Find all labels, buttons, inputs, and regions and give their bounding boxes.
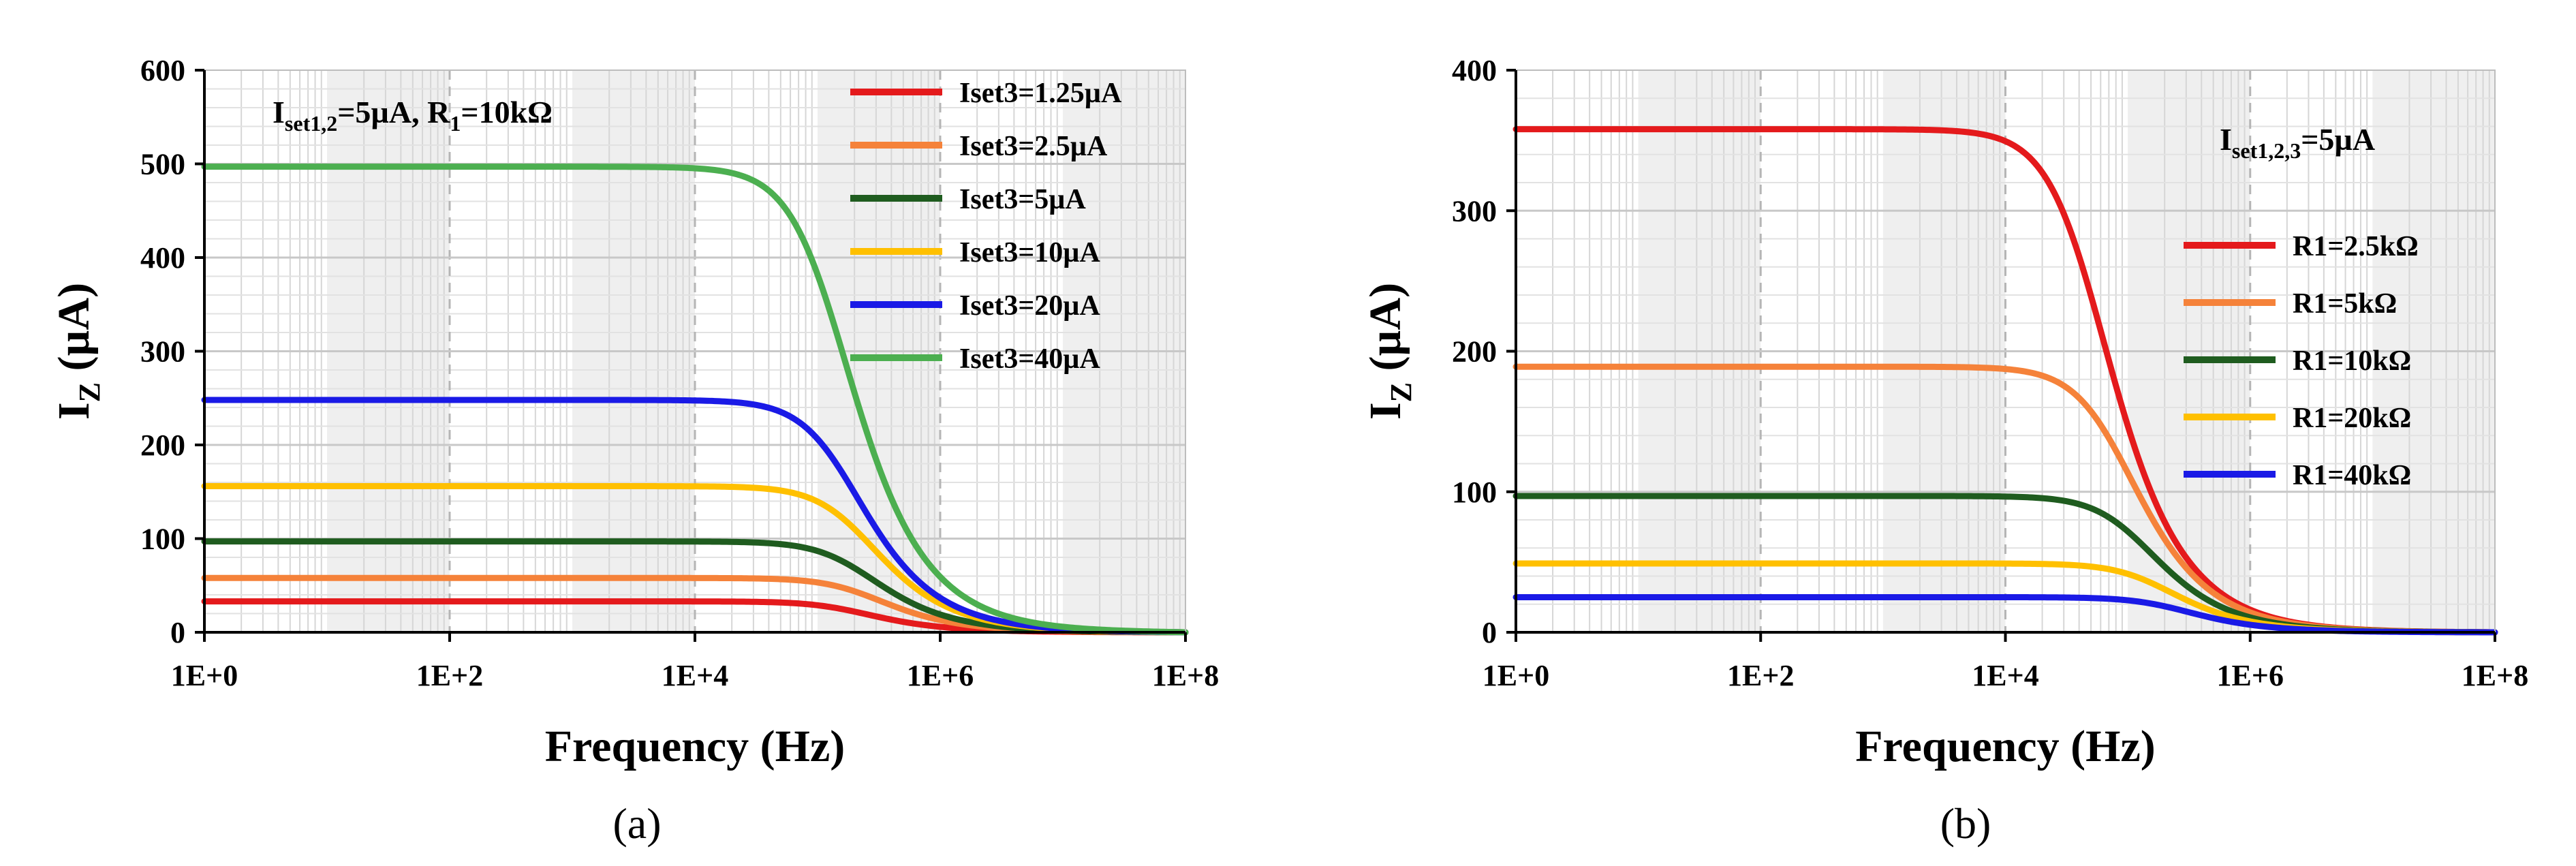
x-tick-label: 1E+8 [1152, 659, 1219, 692]
x-tick-label: 1E+4 [662, 659, 728, 692]
chart-panel-a: 0 100 200 300 400 500 600 1E+0 1E+2 1E+4 1E+6 1E+8 F… [49, 54, 1219, 848]
annotation-part: =5µA [2301, 122, 2375, 157]
x-axis-title: Frequency (Hz) [1855, 722, 2156, 771]
y-tick-label: 200 [140, 429, 185, 462]
annotation-subscript: set1,2 [285, 111, 337, 136]
y-axis-title-main: I [1361, 402, 1410, 420]
y-tick-label: 600 [140, 54, 185, 87]
legend-label-5: Iset3=40µA [959, 343, 1100, 375]
series-line-4 [201, 397, 1189, 636]
y-axis-title: IZ (µA) [49, 283, 106, 420]
legend-label-2: Iset3=5µA [959, 184, 1086, 215]
y-tick-label: 400 [140, 241, 185, 275]
legend-label-3: Iset3=10µA [959, 237, 1100, 268]
y-axis-title-unit: (µA) [1361, 283, 1410, 382]
y-tick-label: 400 [1452, 54, 1497, 87]
annotation-subscript: set1,2,3 [2232, 138, 2301, 163]
x-tick-label: 1E+2 [1727, 659, 1794, 692]
series-line-4 [1512, 593, 2498, 636]
legend-label-0: Iset3=1.25µA [959, 78, 1122, 109]
annotation-part: I [273, 95, 285, 129]
x-tick-label: 1E+6 [2217, 659, 2284, 692]
chart-annotation: Iset1,2,3=5µA [2220, 122, 2375, 163]
x-tick-label: 1E+8 [2462, 659, 2528, 692]
x-axis-title: Frequency (Hz) [545, 722, 845, 771]
y-tick-label: 0 [1482, 616, 1497, 649]
y-tick-label: 100 [140, 523, 185, 556]
y-tick-label: 300 [1452, 194, 1497, 228]
x-tick-label: 1E+6 [907, 659, 974, 692]
annotation-part: I [2220, 122, 2232, 157]
y-tick-label: 500 [140, 148, 185, 181]
legend-label-4: Iset3=20µA [959, 290, 1100, 322]
legend-label-0: R1=2.5kΩ [2293, 231, 2419, 262]
annotation-part: =5µA, R [337, 95, 450, 129]
legend: Iset3=1.25µA Iset3=2.5µA Iset3=5µA Iset3=10… [850, 78, 1122, 375]
y-tick-label: 0 [170, 616, 185, 649]
annotation-part: =10kΩ [461, 95, 553, 129]
y-axis-title-subscript: Z [1384, 382, 1418, 402]
annotation-subscript: 1 [450, 111, 461, 136]
y-axis-title: IZ (µA) [1361, 283, 1418, 420]
x-tick-label: 1E+0 [1483, 659, 1549, 692]
legend-label-1: R1=5kΩ [2293, 288, 2397, 320]
x-tick-label: 1E+4 [1972, 659, 2038, 692]
legend-label-4: R1=40kΩ [2293, 460, 2411, 491]
x-tick-label: 1E+0 [171, 659, 238, 692]
chart-panel-b: 0 100 200 300 400 1E+0 1E+2 1E+4 1E+6 1E+8 Frequen… [1361, 54, 2528, 848]
legend-label-2: R1=10kΩ [2293, 345, 2411, 377]
chart-annotation: Iset1,2=5µA, R1=10kΩ [273, 95, 553, 136]
panel-label: (b) [1940, 799, 1991, 848]
y-tick-label: 300 [140, 335, 185, 369]
legend-label-1: Iset3=2.5µA [959, 131, 1108, 162]
panel-label: (a) [612, 799, 661, 848]
y-axis-title-main: I [49, 402, 99, 420]
legend-label-3: R1=20kΩ [2293, 403, 2411, 434]
y-tick-label: 200 [1452, 335, 1497, 369]
y-tick-label: 100 [1452, 476, 1497, 509]
y-axis-title-subscript: Z [73, 382, 106, 402]
series-line-5 [201, 164, 1189, 636]
legend: R1=2.5kΩ R1=5kΩ R1=10kΩ R1=20kΩ R1=40kΩ [2184, 231, 2419, 491]
x-tick-label: 1E+2 [416, 659, 483, 692]
y-axis-title-unit: (µA) [49, 283, 99, 382]
